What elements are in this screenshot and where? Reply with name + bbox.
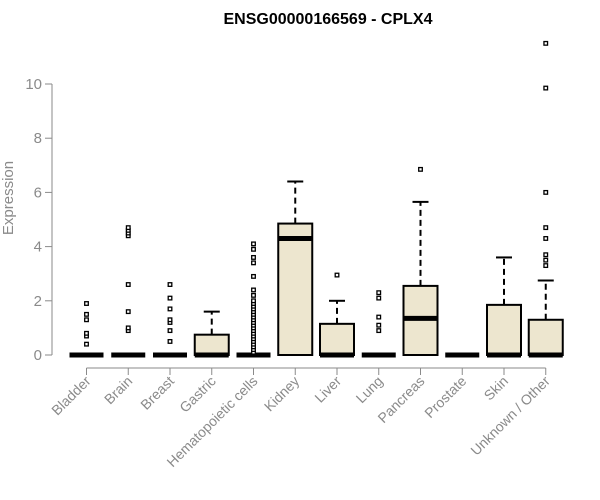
outlier-point bbox=[84, 311, 89, 317]
outlier-point bbox=[543, 263, 549, 269]
outlier-point bbox=[167, 328, 173, 334]
x-tick-label: Brain bbox=[101, 373, 135, 407]
outlier-point bbox=[251, 273, 256, 279]
outlier-point bbox=[418, 166, 423, 172]
outlier-point bbox=[543, 257, 549, 263]
outlier-point bbox=[334, 272, 340, 278]
y-axis-label: Expression bbox=[0, 161, 17, 235]
outlier-point bbox=[84, 330, 89, 336]
outlier-point bbox=[167, 306, 173, 312]
outlier-point bbox=[84, 301, 89, 306]
outlier-point bbox=[543, 189, 549, 195]
outlier-point bbox=[251, 260, 256, 266]
outlier-point bbox=[251, 298, 256, 304]
x-tick-label: Lung bbox=[353, 373, 386, 406]
outlier-point bbox=[251, 254, 256, 260]
x-tick-label: Breast bbox=[137, 373, 177, 413]
x-tick-label: Prostate bbox=[421, 373, 469, 421]
outlier-point bbox=[84, 341, 89, 347]
box-brain bbox=[111, 225, 146, 358]
y-tick-label: 10 bbox=[25, 76, 42, 93]
y-tick-label: 0 bbox=[34, 347, 42, 364]
box-body bbox=[527, 318, 564, 356]
x-tick-label: Unknown / Other bbox=[467, 373, 553, 459]
outlier-point bbox=[84, 317, 89, 323]
plot-area bbox=[69, 40, 564, 358]
box-hematopoietic-cells bbox=[236, 241, 271, 358]
y-axis: 0 2 4 6 8 10 bbox=[25, 76, 53, 364]
box-body bbox=[193, 333, 230, 356]
box-body bbox=[319, 322, 355, 356]
box-unknown-other bbox=[527, 40, 564, 358]
box-gastric bbox=[193, 310, 230, 358]
outlier-point bbox=[167, 282, 173, 287]
x-tick-label: Skin bbox=[481, 373, 512, 404]
outlier-point bbox=[125, 225, 131, 231]
y-tick-label: 4 bbox=[34, 239, 42, 256]
box-body bbox=[277, 222, 314, 356]
x-tick-label: Kidney bbox=[261, 373, 303, 415]
x-tick-label: Liver bbox=[311, 373, 344, 406]
x-tick-label: Bladder bbox=[48, 373, 94, 419]
box-body bbox=[486, 303, 522, 356]
box-breast bbox=[153, 282, 187, 358]
box-pancreas bbox=[402, 166, 439, 356]
outlier-point bbox=[167, 338, 173, 344]
outlier-point bbox=[125, 309, 131, 315]
box-bladder bbox=[69, 301, 104, 358]
outlier-point bbox=[376, 314, 382, 320]
outlier-point bbox=[376, 322, 382, 328]
y-tick-label: 8 bbox=[34, 130, 42, 147]
outlier-point bbox=[376, 328, 382, 334]
outlier-point bbox=[543, 236, 549, 241]
outlier-point bbox=[543, 252, 549, 258]
outlier-point bbox=[125, 325, 131, 331]
outlier-point bbox=[251, 292, 256, 298]
outlier-point bbox=[167, 317, 173, 323]
box-kidney bbox=[277, 180, 314, 356]
outlier-point bbox=[543, 40, 549, 46]
box-skin bbox=[486, 256, 522, 358]
outlier-point bbox=[251, 246, 256, 252]
chart-title: ENSG00000166569 - CPLX4 bbox=[223, 11, 432, 28]
y-tick-label: 2 bbox=[34, 293, 42, 310]
box-lung bbox=[361, 290, 396, 358]
outlier-point bbox=[251, 241, 256, 247]
box-liver bbox=[319, 272, 355, 358]
outlier-point bbox=[376, 290, 382, 296]
outlier-point bbox=[167, 295, 173, 301]
outlier-point bbox=[125, 282, 131, 287]
y-tick-label: 6 bbox=[34, 184, 42, 201]
outlier-point bbox=[251, 287, 256, 293]
outlier-point bbox=[543, 85, 549, 91]
outlier-point bbox=[543, 225, 549, 231]
outlier-point bbox=[376, 295, 382, 301]
